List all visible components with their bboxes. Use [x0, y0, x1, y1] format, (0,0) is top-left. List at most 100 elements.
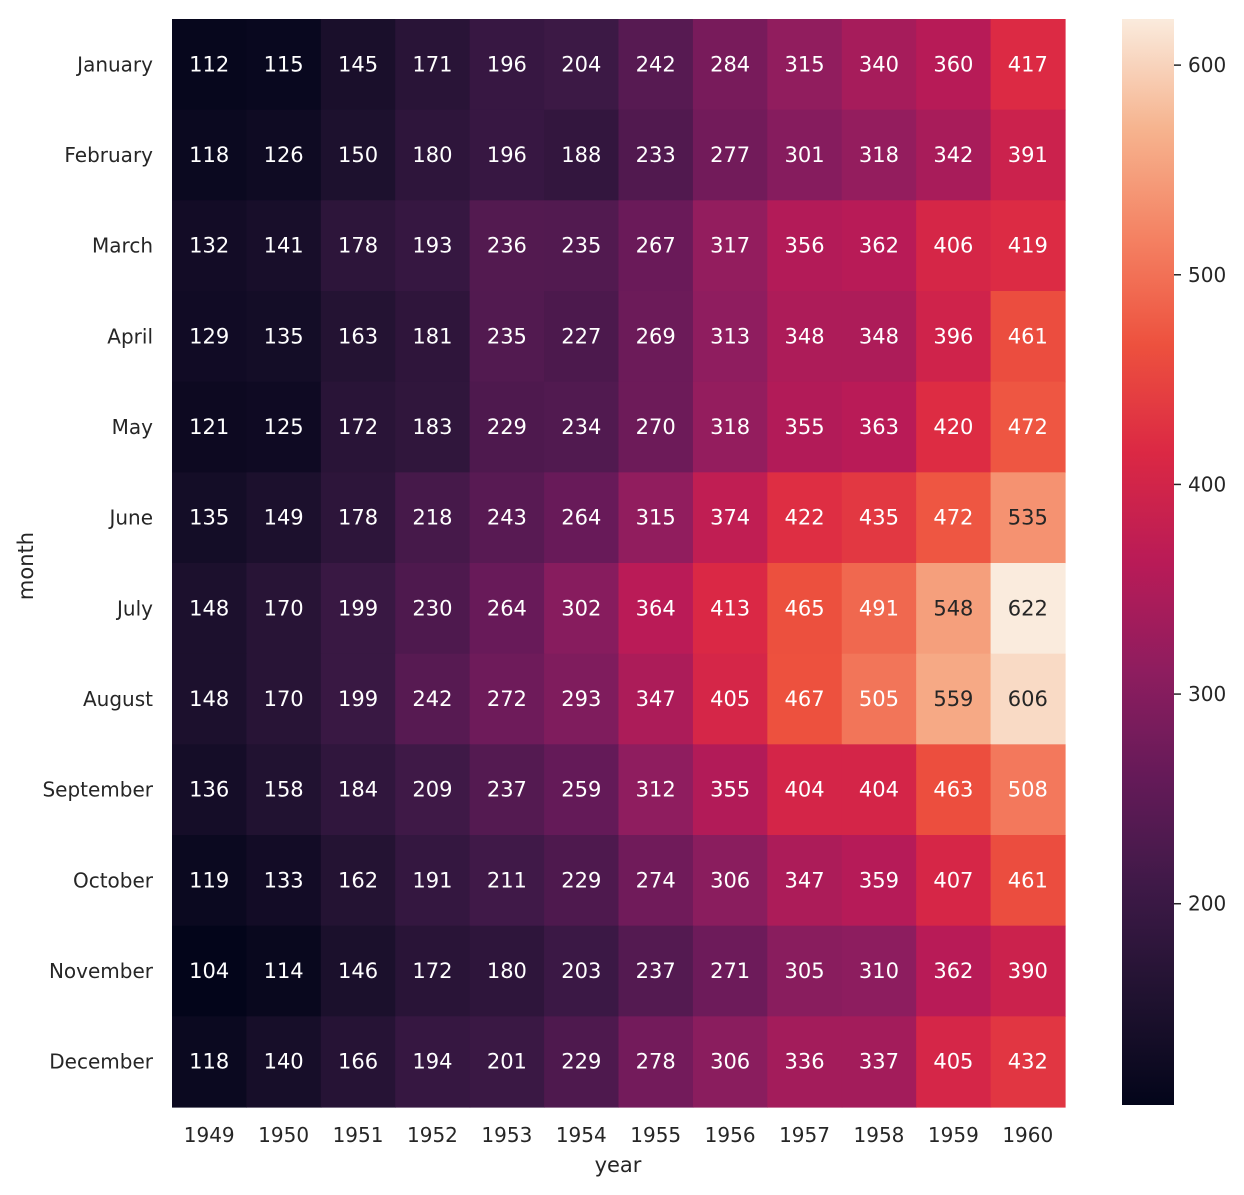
cell-value-label: 559	[933, 687, 973, 711]
cell-value-label: 301	[784, 143, 824, 167]
cell-value-label: 340	[859, 52, 899, 76]
cell-value-label: 196	[487, 143, 527, 167]
heatmap-cell	[618, 744, 694, 836]
cell-value-label: 264	[487, 596, 527, 620]
heatmap-cell	[320, 563, 396, 655]
y-tick-label: March	[92, 234, 153, 258]
cell-value-label: 420	[933, 415, 973, 439]
cell-value-label: 118	[189, 143, 229, 167]
cell-value-label: 145	[338, 52, 378, 76]
cell-value-label: 315	[636, 506, 676, 530]
heatmap-cell	[916, 291, 992, 383]
cell-value-label: 114	[264, 959, 304, 983]
cell-value-label: 178	[338, 234, 378, 258]
cell-value-label: 467	[784, 687, 824, 711]
heatmap-cell	[544, 291, 620, 383]
cell-value-label: 422	[784, 506, 824, 530]
heatmap-cell	[395, 744, 471, 836]
cell-value-label: 505	[859, 687, 899, 711]
cell-value-label: 396	[933, 324, 973, 348]
cell-value-label: 170	[264, 687, 304, 711]
heatmap-cell	[618, 925, 694, 1017]
cell-value-label: 342	[933, 143, 973, 167]
heatmap-cell	[469, 200, 545, 292]
heatmap-cell	[916, 1016, 992, 1108]
y-tick-label: June	[107, 506, 153, 530]
heatmap-cell	[544, 200, 620, 292]
heatmap-cell	[469, 291, 545, 383]
cell-value-label: 180	[487, 959, 527, 983]
heatmap-cell	[172, 472, 248, 564]
cell-value-label: 508	[1008, 778, 1048, 802]
heatmap-cell	[841, 381, 917, 473]
heatmap-cell	[172, 744, 248, 836]
cell-value-label: 236	[487, 234, 527, 258]
cell-value-label: 267	[636, 234, 676, 258]
cell-value-label: 112	[189, 52, 229, 76]
heatmap-cell	[990, 109, 1066, 201]
cell-value-label: 181	[412, 324, 452, 348]
cell-value-label: 284	[710, 52, 750, 76]
heatmap-cell	[544, 381, 620, 473]
cell-value-label: 413	[710, 596, 750, 620]
heatmap-cell	[841, 200, 917, 292]
cell-value-label: 405	[710, 687, 750, 711]
heatmap-cell	[916, 744, 992, 836]
heatmap-cell	[395, 19, 471, 111]
heatmap-cell	[767, 835, 843, 927]
cell-value-label: 347	[636, 687, 676, 711]
heatmap-cell	[990, 653, 1066, 745]
y-tick-label: September	[42, 778, 153, 802]
heatmap-cell	[246, 744, 322, 836]
heatmap-cell	[246, 109, 322, 201]
heatmap-cell	[692, 835, 768, 927]
cell-value-label: 362	[859, 234, 899, 258]
x-axis-label: year	[595, 1153, 642, 1177]
cell-value-label: 191	[412, 868, 452, 892]
heatmap-cell	[246, 19, 322, 111]
colorbar: 200 300 400 500 600	[1122, 19, 1226, 1105]
heatmap-cell	[246, 1016, 322, 1108]
x-tick-label: 1951	[333, 1123, 384, 1147]
heatmap-cell	[916, 925, 992, 1017]
heatmap-cell	[692, 563, 768, 655]
heatmap-cell	[916, 381, 992, 473]
cell-value-label: 404	[859, 778, 899, 802]
heatmap-cell	[469, 563, 545, 655]
heatmap-cell	[692, 109, 768, 201]
heatmap-cell	[544, 19, 620, 111]
heatmap-cell	[172, 835, 248, 927]
cell-value-label: 126	[264, 143, 304, 167]
heatmap-cell	[395, 200, 471, 292]
cell-value-label: 140	[264, 1050, 304, 1074]
x-tick-label: 1958	[854, 1123, 905, 1147]
cell-value-label: 170	[264, 596, 304, 620]
cell-value-label: 461	[1008, 868, 1048, 892]
cell-value-label: 115	[264, 52, 304, 76]
cell-value-label: 318	[859, 143, 899, 167]
x-tick-label: 1949	[184, 1123, 235, 1147]
cell-value-label: 391	[1008, 143, 1048, 167]
cell-value-label: 407	[933, 868, 973, 892]
heatmap-cell	[767, 744, 843, 836]
cell-value-label: 277	[710, 143, 750, 167]
cell-value-label: 209	[412, 778, 452, 802]
heatmap-cell	[395, 472, 471, 564]
cell-value-label: 417	[1008, 52, 1048, 76]
cell-value-label: 278	[636, 1050, 676, 1074]
heatmap-cell	[692, 653, 768, 745]
y-tick-label: July	[115, 596, 153, 620]
cell-value-label: 548	[933, 596, 973, 620]
heatmap-cell	[990, 472, 1066, 564]
heatmap-cell	[916, 19, 992, 111]
x-tick-label: 1957	[779, 1123, 830, 1147]
heatmap-cell	[172, 653, 248, 745]
heatmap-cell	[618, 472, 694, 564]
cell-value-label: 148	[189, 596, 229, 620]
y-tick-label: October	[73, 868, 154, 892]
cell-value-label: 302	[561, 596, 601, 620]
heatmap-cell	[692, 472, 768, 564]
cell-value-label: 183	[412, 415, 452, 439]
heatmap-cell	[990, 200, 1066, 292]
